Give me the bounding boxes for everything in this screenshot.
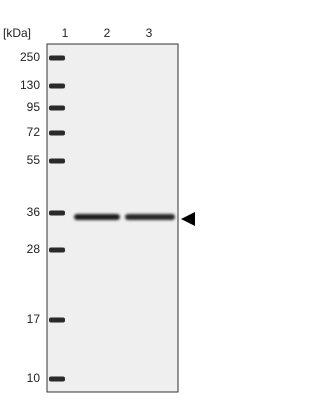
ladder-band bbox=[49, 317, 65, 323]
marker-label: 130 bbox=[20, 78, 40, 92]
ladder-band bbox=[49, 158, 65, 164]
unit-label: [kDa] bbox=[3, 26, 31, 40]
marker-label: 250 bbox=[20, 50, 40, 64]
lane-label: 1 bbox=[62, 26, 69, 40]
sample-bands bbox=[74, 214, 175, 220]
marker-label: 55 bbox=[27, 153, 41, 167]
ladder-band bbox=[49, 55, 65, 61]
ladder-band bbox=[49, 130, 65, 136]
lane-label: 3 bbox=[146, 26, 153, 40]
band-lane-3 bbox=[125, 214, 175, 220]
marker-label: 95 bbox=[27, 100, 41, 114]
band-arrow bbox=[181, 212, 195, 226]
marker-label: 36 bbox=[27, 205, 41, 219]
lane-label: 2 bbox=[104, 26, 111, 40]
ladder-band bbox=[49, 210, 65, 216]
marker-label: 72 bbox=[27, 125, 41, 139]
page: {"unit_label": "[kDa]", "lanes": ["1", "… bbox=[3, 26, 195, 393]
ladder-band bbox=[49, 376, 65, 382]
ladder-band bbox=[49, 83, 65, 89]
ladder-band bbox=[49, 247, 65, 253]
western-blot: [kDa] 1 2 3 250 130 95 72 55 36 28 17 10 bbox=[3, 26, 195, 393]
marker-label: 28 bbox=[27, 242, 41, 256]
marker-label: 17 bbox=[27, 312, 41, 326]
band-lane-2 bbox=[74, 214, 120, 220]
marker-label: 10 bbox=[27, 371, 41, 385]
ladder-band bbox=[49, 105, 65, 111]
